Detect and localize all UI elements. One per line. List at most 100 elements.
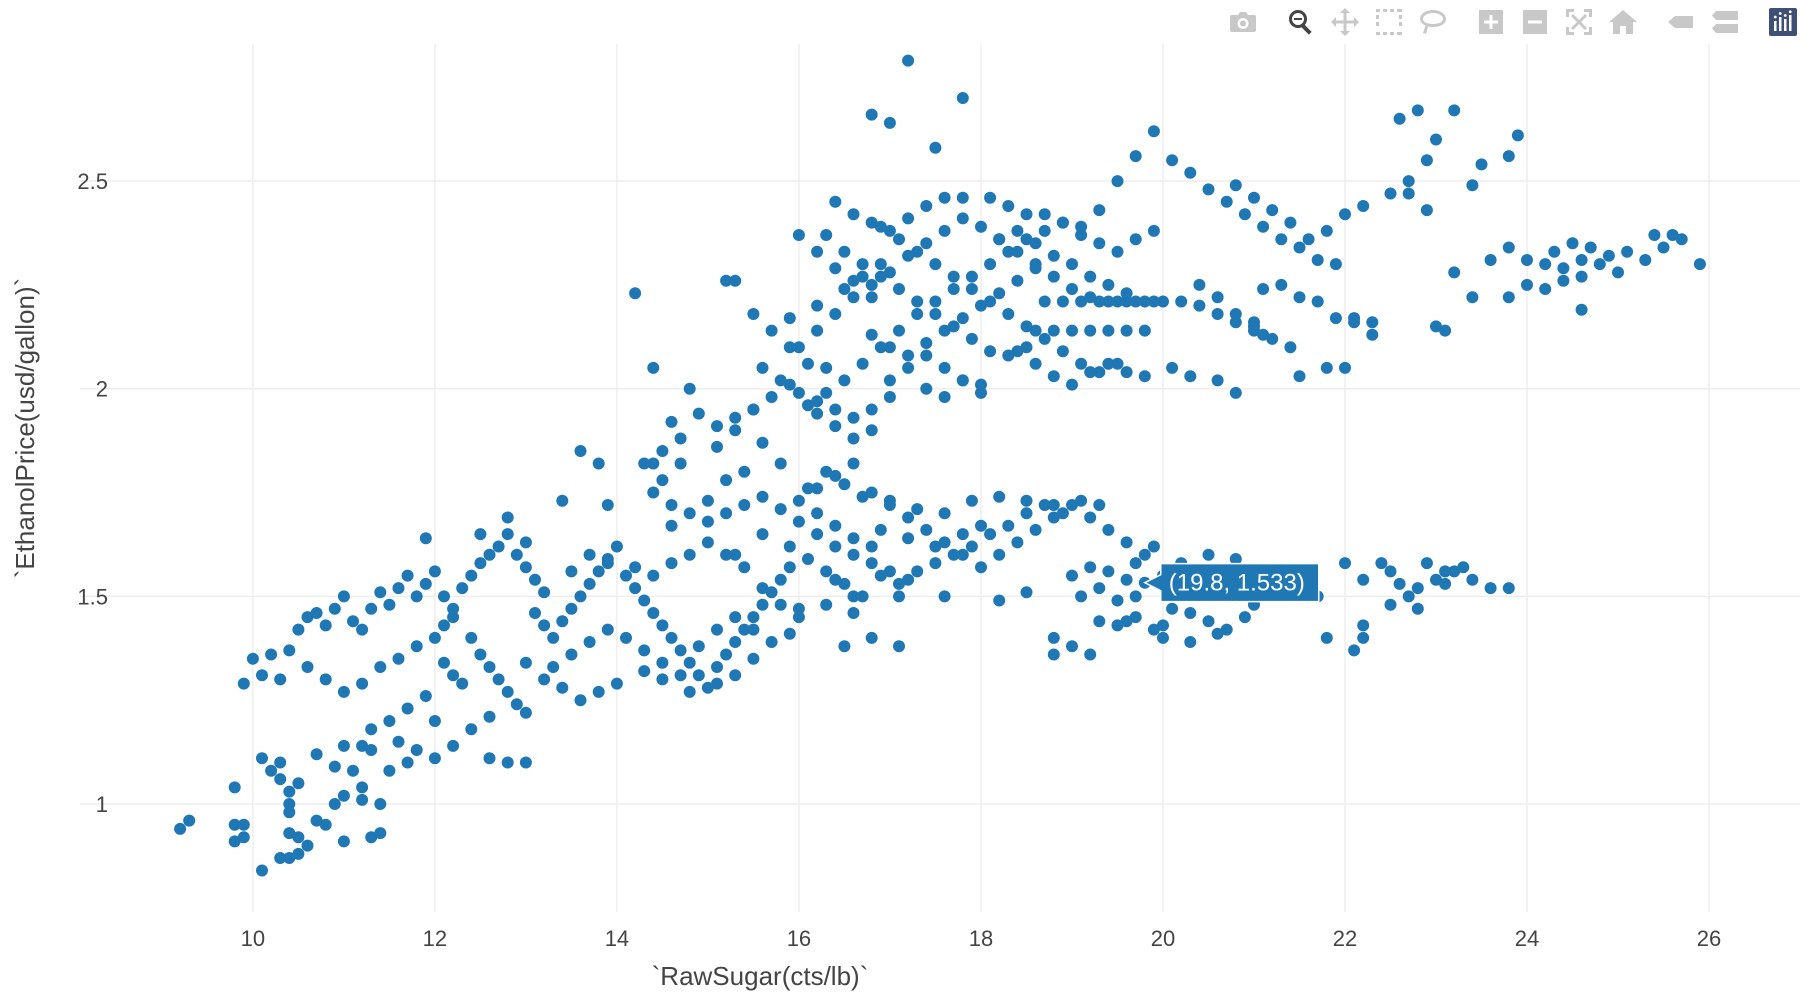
data-point[interactable]: [374, 827, 387, 840]
data-point[interactable]: [1266, 332, 1279, 345]
data-point[interactable]: [610, 540, 623, 553]
data-point[interactable]: [883, 565, 896, 578]
data-point[interactable]: [1339, 557, 1351, 570]
data-point[interactable]: [956, 374, 969, 387]
data-point[interactable]: [374, 798, 387, 810]
data-point[interactable]: [720, 548, 733, 561]
data-point[interactable]: [401, 569, 414, 582]
data-point[interactable]: [792, 602, 805, 615]
data-point[interactable]: [1084, 270, 1097, 283]
data-point[interactable]: [1047, 631, 1060, 644]
data-point[interactable]: [1011, 224, 1024, 237]
data-point[interactable]: [319, 818, 332, 831]
data-point[interactable]: [811, 407, 824, 420]
data-point[interactable]: [447, 739, 460, 752]
data-point[interactable]: [874, 523, 887, 536]
data-point[interactable]: [829, 262, 842, 275]
data-point[interactable]: [1593, 258, 1606, 271]
data-point[interactable]: [583, 577, 596, 590]
data-point[interactable]: [1402, 590, 1415, 603]
data-point[interactable]: [929, 295, 942, 308]
data-point[interactable]: [1129, 590, 1142, 603]
data-point[interactable]: [993, 233, 1006, 246]
data-point[interactable]: [838, 374, 851, 387]
data-point[interactable]: [1430, 573, 1442, 586]
data-point[interactable]: [583, 548, 596, 561]
lasso-select-button[interactable]: [1411, 4, 1455, 40]
data-point[interactable]: [829, 540, 842, 553]
data-point[interactable]: [701, 494, 714, 507]
data-point[interactable]: [1075, 494, 1088, 507]
data-point[interactable]: [820, 386, 833, 399]
data-point[interactable]: [1566, 237, 1579, 250]
data-point[interactable]: [1357, 200, 1370, 212]
data-point[interactable]: [729, 669, 742, 682]
data-point[interactable]: [1448, 266, 1461, 279]
data-point[interactable]: [811, 299, 824, 312]
data-point[interactable]: [829, 519, 842, 532]
data-point[interactable]: [274, 673, 287, 686]
data-point[interactable]: [802, 482, 814, 495]
data-point[interactable]: [1402, 187, 1415, 200]
data-point[interactable]: [274, 852, 287, 864]
data-point[interactable]: [1120, 366, 1133, 379]
data-point[interactable]: [365, 723, 378, 736]
data-point[interactable]: [674, 432, 687, 445]
data-point[interactable]: [1020, 586, 1033, 599]
data-point[interactable]: [1384, 598, 1397, 611]
data-point[interactable]: [1120, 295, 1133, 308]
data-point[interactable]: [802, 357, 814, 370]
data-point[interactable]: [756, 361, 769, 374]
data-point[interactable]: [729, 611, 742, 624]
data-point[interactable]: [519, 561, 532, 574]
data-point[interactable]: [792, 611, 805, 624]
data-point[interactable]: [447, 611, 460, 624]
data-point[interactable]: [256, 864, 268, 877]
data-point[interactable]: [756, 582, 769, 595]
data-point[interactable]: [747, 611, 760, 624]
data-point[interactable]: [283, 806, 296, 819]
autoscale-button[interactable]: [1557, 4, 1601, 40]
data-point[interactable]: [529, 607, 541, 619]
data-point[interactable]: [847, 432, 860, 445]
data-point[interactable]: [465, 631, 478, 644]
data-point[interactable]: [865, 403, 878, 416]
data-point[interactable]: [1248, 316, 1260, 329]
data-point[interactable]: [347, 764, 359, 777]
data-point[interactable]: [865, 291, 878, 304]
data-point[interactable]: [428, 565, 441, 578]
data-point[interactable]: [1029, 324, 1042, 337]
data-point[interactable]: [1093, 366, 1106, 379]
data-point[interactable]: [1084, 291, 1097, 304]
data-point[interactable]: [410, 590, 423, 603]
data-point[interactable]: [1093, 499, 1106, 511]
data-point[interactable]: [811, 528, 824, 541]
data-point[interactable]: [965, 494, 978, 507]
data-point[interactable]: [547, 631, 560, 644]
box-select-button[interactable]: [1367, 4, 1411, 40]
data-point[interactable]: [984, 191, 997, 204]
data-point[interactable]: [1420, 154, 1433, 167]
data-point[interactable]: [629, 287, 642, 300]
data-point[interactable]: [483, 710, 496, 723]
data-point[interactable]: [820, 598, 833, 611]
data-point[interactable]: [1102, 295, 1115, 308]
data-point[interactable]: [1111, 594, 1124, 607]
data-point[interactable]: [1093, 237, 1106, 250]
data-point[interactable]: [319, 619, 332, 632]
data-point[interactable]: [683, 507, 696, 520]
data-point[interactable]: [1111, 619, 1124, 632]
data-point[interactable]: [1002, 245, 1015, 258]
data-point[interactable]: [938, 507, 951, 520]
data-point[interactable]: [665, 631, 678, 644]
data-point[interactable]: [711, 623, 723, 636]
data-point[interactable]: [565, 602, 578, 615]
data-point[interactable]: [975, 220, 987, 233]
data-point[interactable]: [911, 308, 924, 320]
data-point[interactable]: [474, 557, 487, 570]
data-point[interactable]: [647, 607, 660, 619]
data-point[interactable]: [1348, 644, 1361, 657]
data-point[interactable]: [392, 582, 405, 595]
data-point[interactable]: [1166, 602, 1179, 615]
data-point[interactable]: [1020, 320, 1033, 333]
